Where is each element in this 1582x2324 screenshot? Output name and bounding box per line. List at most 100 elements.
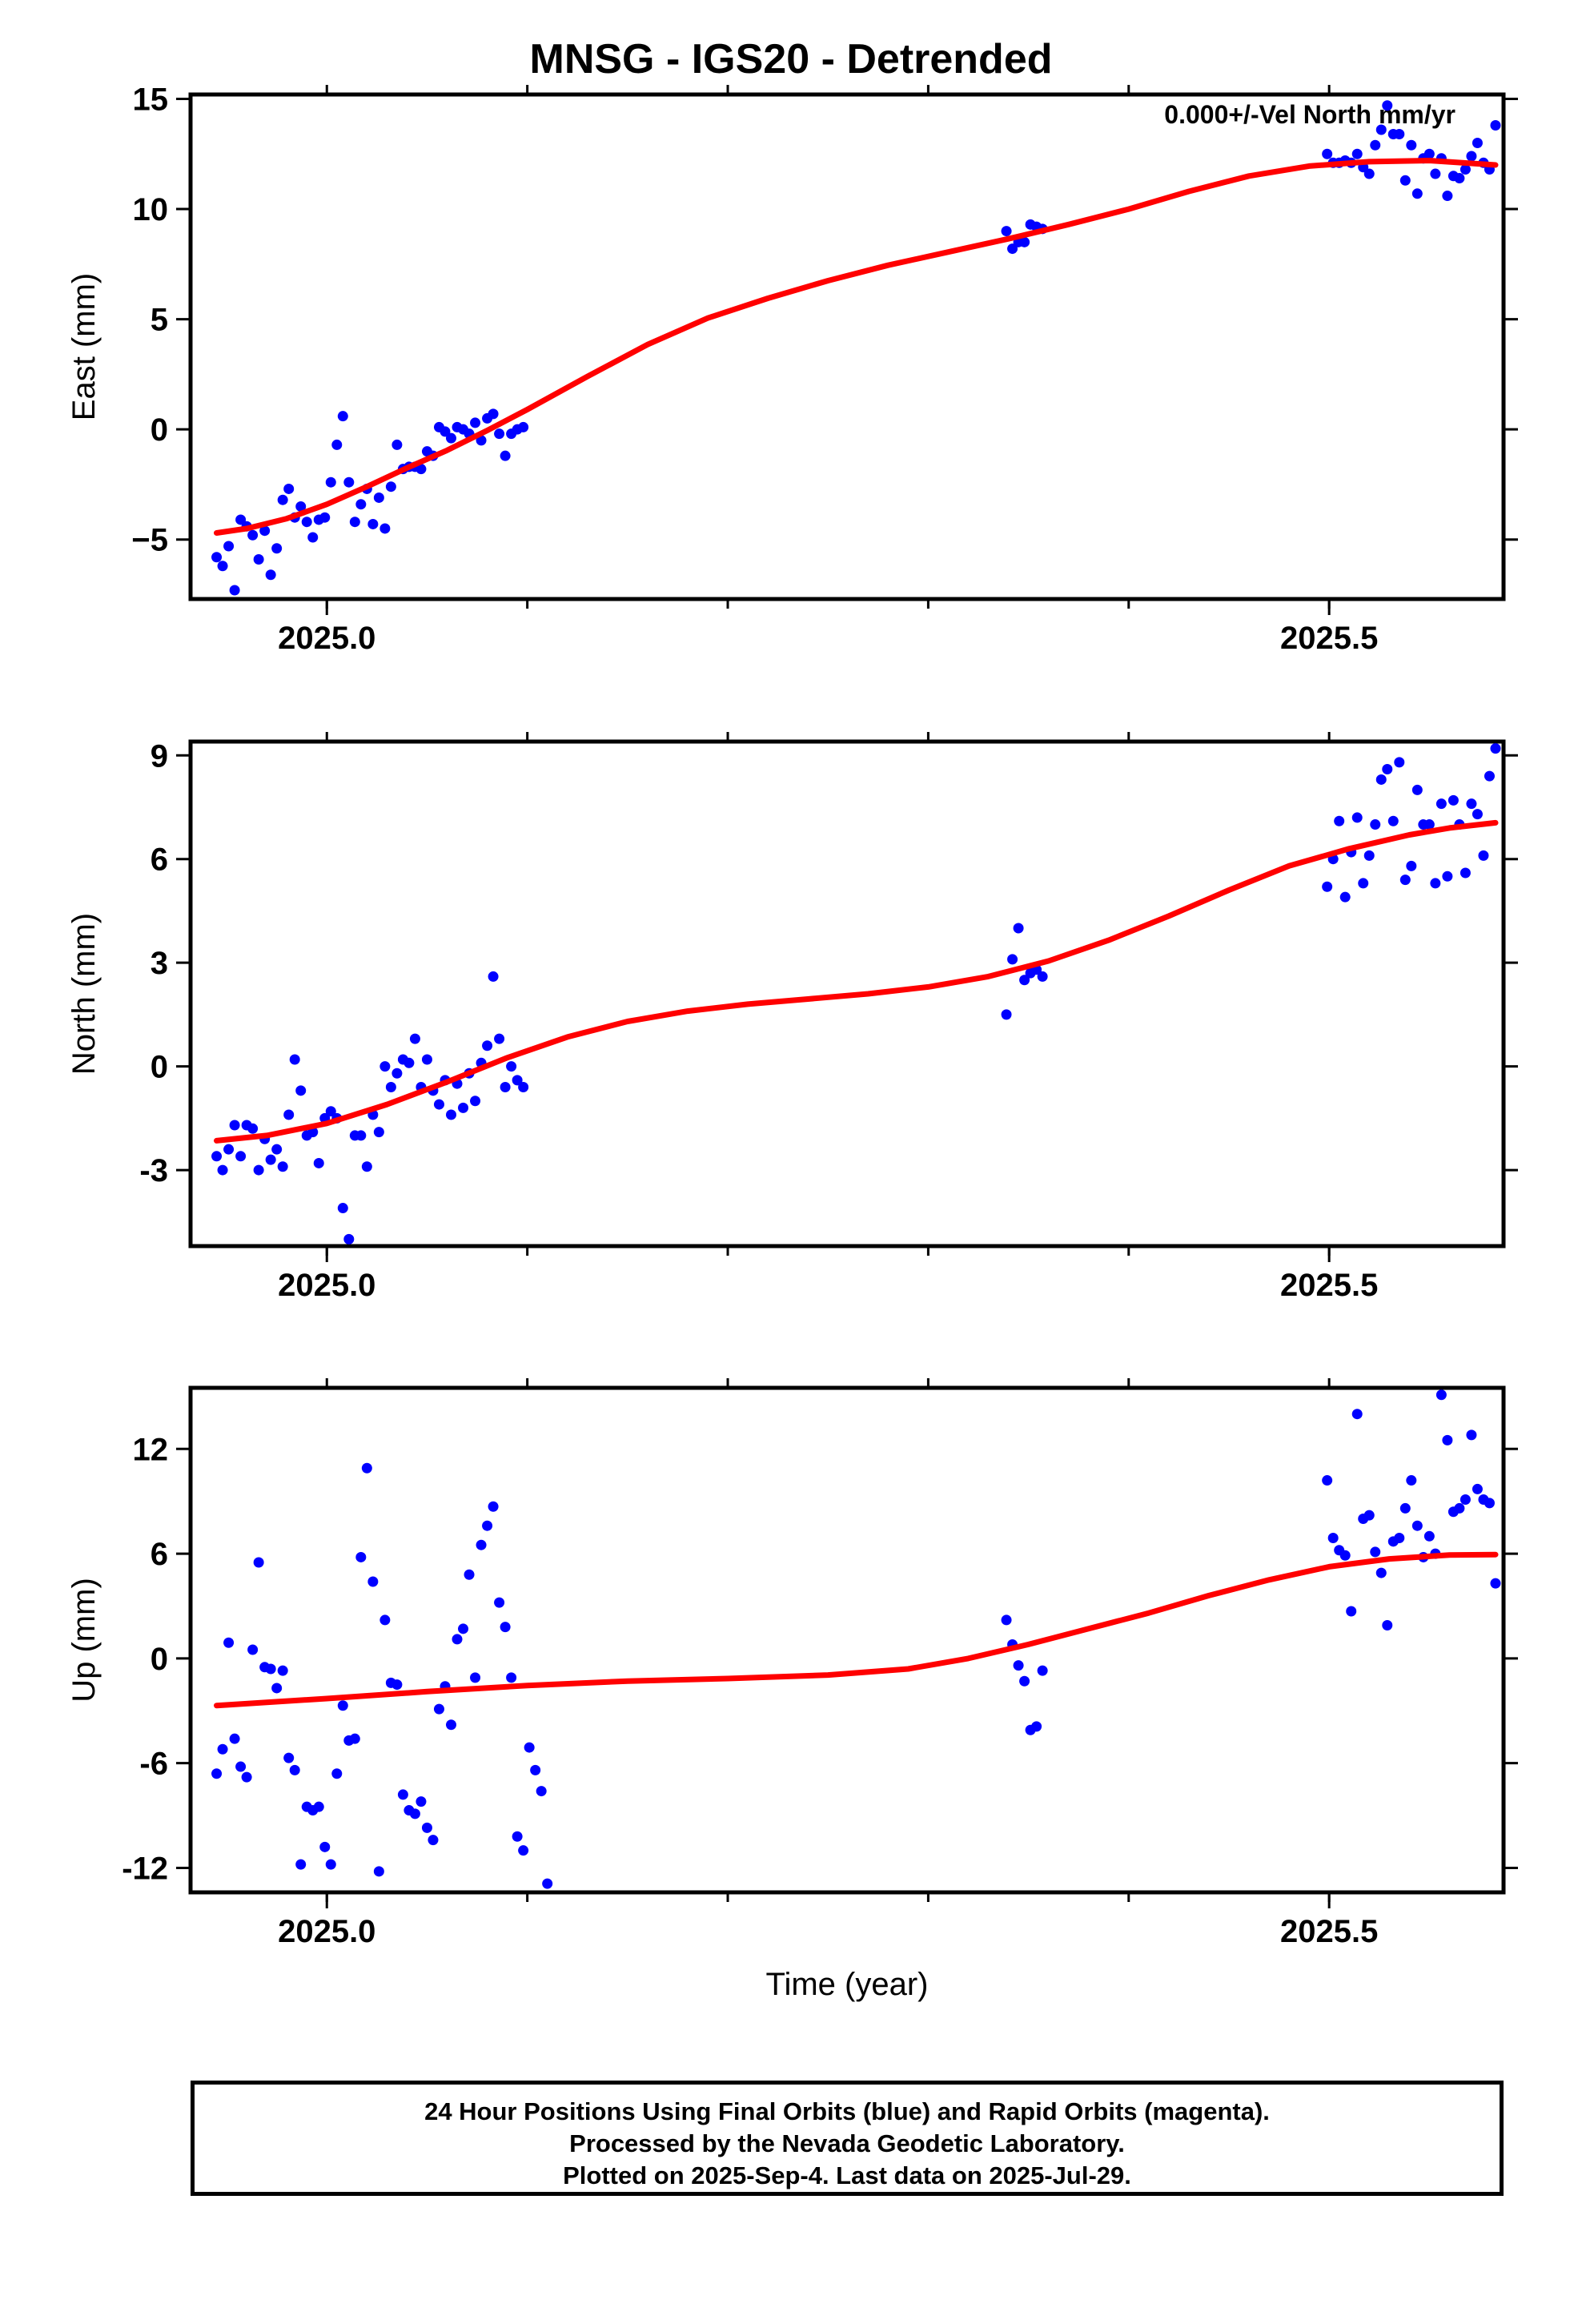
data-point [433,1703,444,1715]
data-point [1375,124,1387,135]
data-point [343,476,355,488]
data-point [488,971,499,982]
footer-line-3: Plotted on 2025-Sep-4. Last data on 2025… [563,2161,1131,2189]
data-point [421,1054,432,1065]
data-point [325,1106,336,1117]
north-frame [188,739,1506,1248]
data-point [494,1597,505,1608]
data-point [223,1144,235,1155]
data-point [1382,100,1393,111]
data-point [253,1557,264,1568]
data-point [397,1789,408,1800]
data-point [1339,891,1351,903]
data-point [409,1033,420,1044]
data-point [1423,148,1435,159]
data-point [253,553,264,565]
data-point [518,421,529,432]
data-point [1454,1502,1465,1514]
up-y-axis-label: Up (mm) [66,1578,102,1703]
data-point [391,1068,403,1079]
data-point [1370,139,1381,151]
y-tick-label: 3 [151,946,168,981]
data-point [211,1151,223,1162]
y-tick-label: -12 [122,1851,168,1886]
data-point [1382,764,1393,775]
data-point [494,1033,505,1044]
data-point [247,1123,259,1134]
data-point [1363,1510,1375,1521]
data-point [524,1742,535,1753]
data-point [1460,164,1471,175]
x-tick-label: 2025.5 [1280,1914,1378,1949]
data-point [1466,798,1477,810]
data-point [229,585,240,596]
data-point [1411,1520,1423,1531]
east-y-axis-label: East (mm) [66,273,102,420]
data-point [373,492,384,503]
x-tick-label: 2025.0 [278,1268,375,1303]
data-point [229,1733,240,1744]
data-point [211,1768,223,1779]
data-point [1013,923,1024,934]
east-panel: 2025.0 2025.5 −5 0 5 10 15 East (mm) 0.000+/-Vel… [66,82,1518,656]
data-point [1375,774,1387,785]
up-frame [188,1385,1506,1895]
data-point [530,1764,541,1775]
data-point [1484,1498,1495,1509]
data-point [235,1151,247,1162]
x-tick-label: 2025.0 [278,621,375,656]
data-point [1460,867,1471,879]
data-point [512,1075,523,1086]
y-tick-label: 10 [133,192,169,227]
data-point [470,1672,481,1683]
data-point [1411,784,1423,795]
data-point [1430,878,1441,889]
data-point [283,483,295,494]
footer-box: 24 Hour Positions Using Final Orbits (bl… [191,2081,1504,2196]
data-point [217,1743,228,1755]
data-point [1037,971,1048,982]
data-point [241,1771,252,1783]
data-point [1406,860,1417,871]
data-point [1399,875,1411,886]
data-point [1394,757,1405,768]
data-point [391,1679,403,1691]
data-point [1399,175,1411,186]
data-point [289,1764,300,1775]
data-point [494,428,505,440]
data-point [373,1127,384,1138]
data-point [265,1154,276,1165]
y-tick-label: 5 [151,303,168,338]
data-point [440,426,451,437]
data-point [319,1841,331,1852]
data-point [343,1233,355,1244]
data-point [1460,1494,1471,1506]
data-point [295,1859,307,1870]
data-point [1370,819,1381,830]
data-point [1001,1614,1012,1626]
data-point [1472,809,1483,820]
data-point [349,1733,360,1744]
x-axis-label: Time (year) [766,1967,929,2002]
data-point [247,1644,259,1655]
data-point [313,1801,324,1812]
data-point [1447,794,1459,806]
data-point [295,1085,307,1096]
data-point [1327,1532,1339,1543]
data-point [518,1082,529,1093]
data-point [1351,812,1363,823]
data-point [506,1061,517,1072]
data-point [1442,1434,1453,1445]
data-point [271,1683,283,1694]
data-point [470,417,481,428]
data-point [265,569,276,581]
data-point [277,494,288,505]
data-point [301,517,312,528]
data-point [295,501,307,512]
data-point [379,1061,391,1072]
data-point [1358,878,1369,889]
data-point [445,1719,456,1731]
data-point [223,1637,235,1648]
data-point [1007,954,1018,965]
data-point [1472,138,1483,149]
